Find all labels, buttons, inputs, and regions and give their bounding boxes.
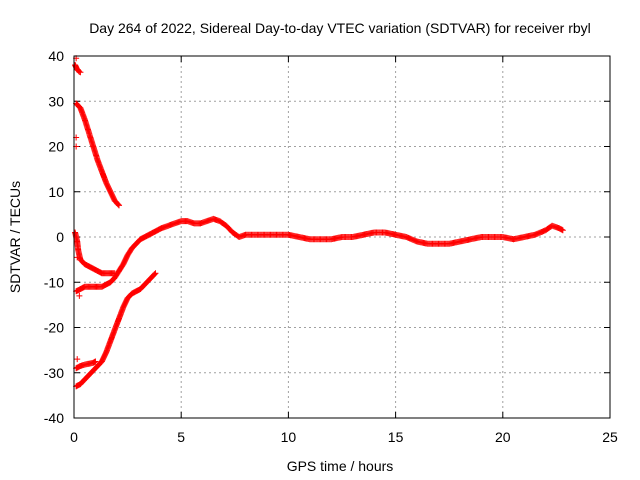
y-tick-label: -20 <box>44 320 64 336</box>
series-arc-low-rising <box>73 270 159 390</box>
y-tick-label: -10 <box>44 274 64 290</box>
y-tick-label: -40 <box>44 410 64 426</box>
data-points <box>72 55 566 390</box>
y-tick-label: 10 <box>48 184 64 200</box>
y-tick-label: -30 <box>44 365 64 381</box>
x-axis-label: GPS time / hours <box>287 458 394 474</box>
series-arc-high-positive <box>72 62 84 76</box>
data-point <box>92 358 99 365</box>
data-point <box>152 270 159 277</box>
axis-ticks: 0 5 10 15 20 25 -40 -30 -20 -10 0 10 20 30 40 <box>44 48 618 445</box>
series-arc-near-zero-dropping <box>72 229 118 277</box>
data-point <box>151 270 158 277</box>
x-tick-label: 10 <box>281 429 297 445</box>
data-point <box>115 201 122 208</box>
data-point <box>74 254 81 261</box>
x-tick-label: 5 <box>177 429 185 445</box>
x-tick-label: 15 <box>388 429 404 445</box>
data-point <box>76 292 83 299</box>
series-arc-low-flat <box>73 358 99 372</box>
data-point <box>74 356 81 363</box>
y-tick-label: 0 <box>56 229 64 245</box>
y-tick-label: 30 <box>48 93 64 109</box>
data-point <box>116 202 123 209</box>
y-tick-label: 40 <box>48 48 64 64</box>
x-tick-label: 25 <box>602 429 618 445</box>
y-tick-label: 20 <box>48 139 64 155</box>
plot-frame <box>73 55 611 419</box>
x-tick-label: 0 <box>70 429 78 445</box>
data-point <box>559 227 566 234</box>
y-axis-label: SDTVAR / TECUs <box>7 181 23 293</box>
series-arc-main-rising <box>73 215 566 295</box>
chart-title: Day 264 of 2022, Sidereal Day-to-day VTE… <box>89 20 591 36</box>
x-tick-label: 20 <box>495 429 511 445</box>
series-arc-descending-from-30 <box>73 100 123 209</box>
data-point <box>77 69 84 76</box>
